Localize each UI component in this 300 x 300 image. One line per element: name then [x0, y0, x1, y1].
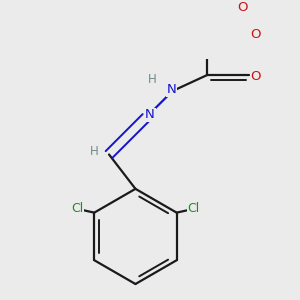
Text: Cl: Cl	[188, 202, 200, 215]
Text: N: N	[166, 83, 176, 96]
Text: O: O	[250, 28, 261, 41]
Text: O: O	[250, 70, 261, 83]
Text: H: H	[148, 73, 157, 86]
Text: N: N	[145, 108, 155, 121]
Text: Cl: Cl	[71, 202, 83, 215]
Text: H: H	[90, 145, 99, 158]
Text: O: O	[237, 1, 248, 14]
